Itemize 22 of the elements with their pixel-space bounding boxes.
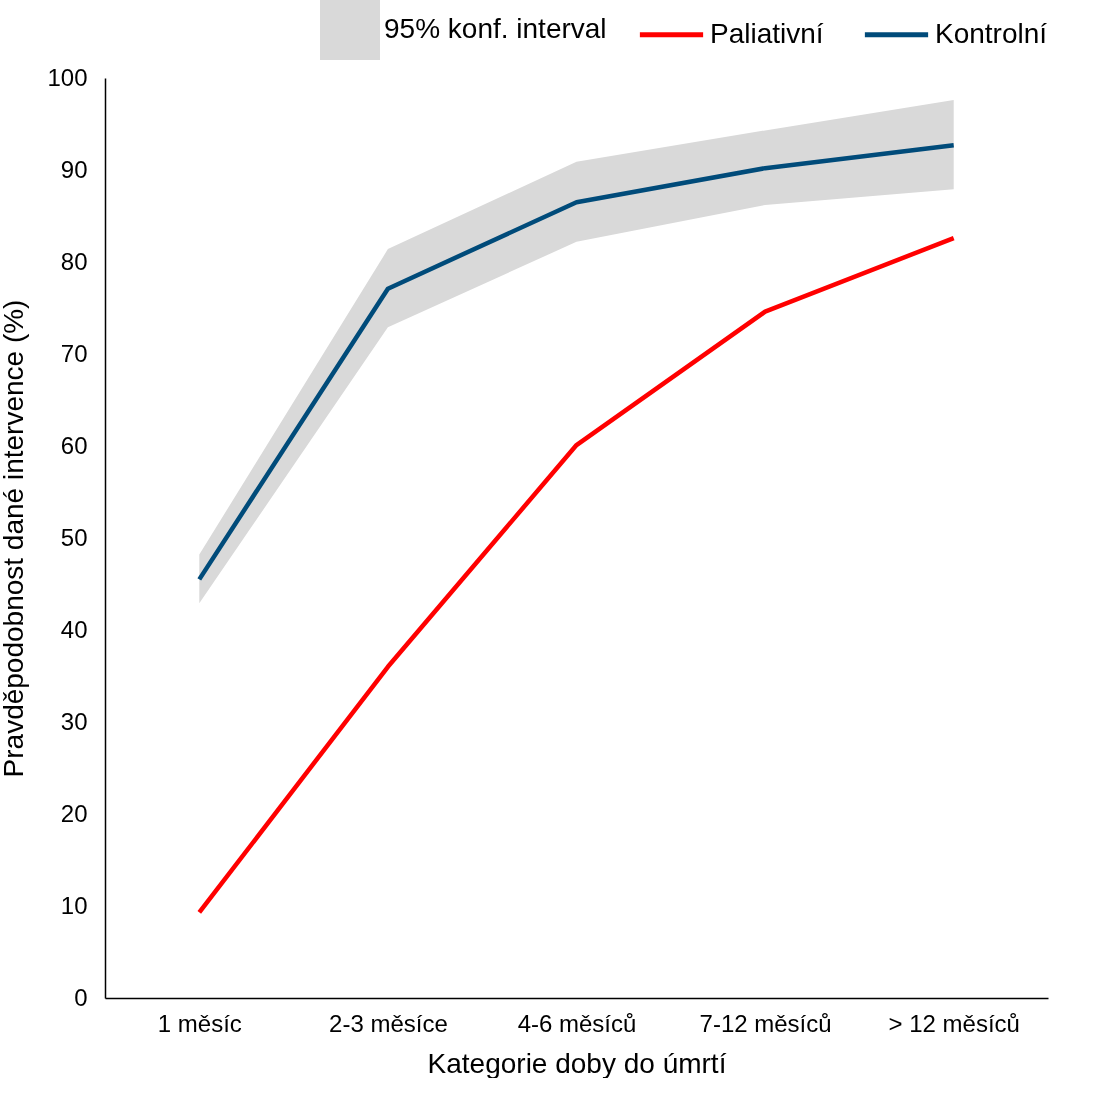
y-tick-label: 20 (60, 799, 88, 827)
x-tick-label: 4-6 měsíců (517, 1009, 637, 1037)
text: 95% konf. interval (384, 13, 607, 44)
y-tick-label: 60 (60, 431, 88, 459)
y-tick-label: 100 (47, 63, 88, 91)
legend-label: Kontrolní (935, 17, 1048, 49)
y-tick-label: 30 (60, 707, 88, 735)
legend-label: Paliativní (710, 17, 824, 49)
y-tick-label: 90 (60, 155, 88, 183)
line-series (197, 235, 956, 915)
y-tick-label: 70 (60, 339, 88, 367)
x-tick-label: 1 měsíc (157, 1009, 242, 1037)
x-tick-label: 2-3 měsíce (329, 1009, 448, 1037)
y-axis-title: Pravděpodobnost dané intervence (%) (0, 299, 30, 778)
y-tick-label: 80 (60, 247, 88, 275)
x-axis-title: Kategorie doby do úmrtí (427, 1047, 727, 1079)
x-tick-label: 7-12 měsíců (699, 1009, 832, 1037)
x-tick-label: > 12 měsíců (888, 1009, 1020, 1037)
y-tick-label: 10 (60, 891, 88, 919)
y-tick-label: 40 (60, 615, 88, 643)
y-tick-label: 0 (74, 983, 88, 1011)
y-tick-label: 50 (60, 523, 88, 551)
